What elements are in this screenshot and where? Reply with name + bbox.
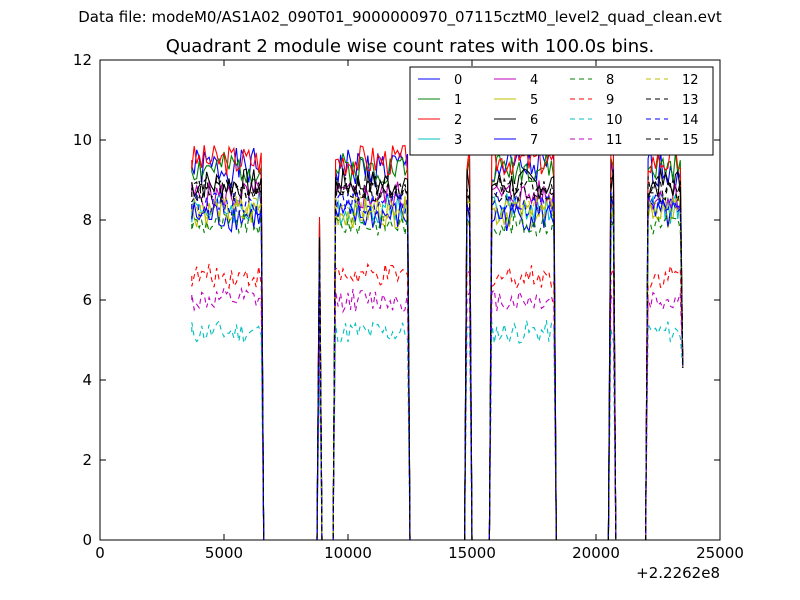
y-tick-label: 12 bbox=[73, 51, 92, 69]
y-tick-label: 6 bbox=[82, 291, 92, 309]
legend-label-12: 12 bbox=[682, 73, 699, 88]
legend-label-15: 15 bbox=[682, 133, 699, 148]
y-tick-label: 8 bbox=[82, 211, 92, 229]
x-tick-label: 20000 bbox=[572, 544, 620, 562]
legend-label-7: 7 bbox=[530, 133, 538, 148]
x-offset-label: +2.2262e8 bbox=[636, 564, 720, 582]
y-tick-label: 0 bbox=[82, 531, 92, 549]
legend-label-8: 8 bbox=[606, 73, 614, 88]
legend-label-5: 5 bbox=[530, 93, 538, 108]
series-9-line bbox=[191, 262, 684, 541]
x-tick-label: 10000 bbox=[324, 544, 372, 562]
legend-label-11: 11 bbox=[606, 133, 623, 148]
legend-label-6: 6 bbox=[530, 113, 538, 128]
legend-label-1: 1 bbox=[454, 93, 462, 108]
legend-label-3: 3 bbox=[454, 133, 462, 148]
legend-label-13: 13 bbox=[682, 93, 699, 108]
chart-title: Quadrant 2 module wise count rates with … bbox=[165, 36, 655, 57]
legend-label-14: 14 bbox=[682, 113, 699, 128]
legend-label-2: 2 bbox=[454, 113, 462, 128]
legend-label-10: 10 bbox=[606, 113, 623, 128]
legend-label-4: 4 bbox=[530, 73, 538, 88]
series-11-line bbox=[191, 286, 684, 541]
data-layer bbox=[191, 144, 684, 541]
y-tick-label: 4 bbox=[82, 371, 92, 389]
x-tick-label: 15000 bbox=[448, 544, 496, 562]
data-file-title: Data file: modeM0/AS1A02_090T01_90000009… bbox=[78, 8, 722, 26]
y-tick-label: 2 bbox=[82, 451, 92, 469]
legend-label-9: 9 bbox=[606, 93, 614, 108]
x-tick-label: 25000 bbox=[696, 544, 744, 562]
legend-label-0: 0 bbox=[454, 73, 462, 88]
x-tick-label: 5000 bbox=[205, 544, 243, 562]
x-tick-label: 0 bbox=[95, 544, 105, 562]
y-tick-label: 10 bbox=[73, 131, 92, 149]
legend-box bbox=[409, 66, 714, 156]
